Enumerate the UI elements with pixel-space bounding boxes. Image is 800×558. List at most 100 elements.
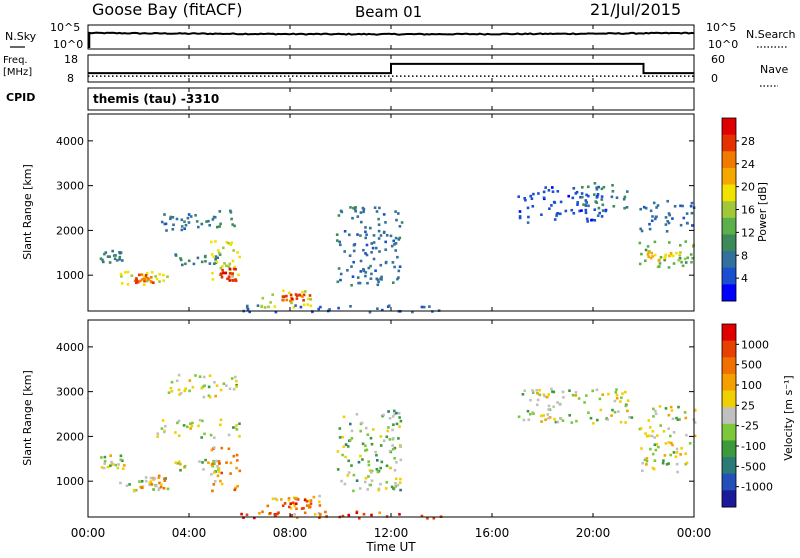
- heatmap-cell: [387, 304, 391, 308]
- heatmap-cell: [190, 424, 194, 428]
- heatmap-cell: [393, 412, 396, 416]
- colorbar-swatch: [722, 407, 736, 425]
- heatmap-cell: [309, 304, 313, 308]
- heatmap-cell: [359, 259, 363, 263]
- heatmap-cell: [581, 195, 584, 199]
- heatmap-cell: [546, 413, 550, 416]
- heatmap-cell: [202, 468, 205, 471]
- heatmap-cell: [654, 412, 658, 416]
- heatmap-cell: [689, 204, 693, 208]
- heatmap-cell: [668, 213, 671, 217]
- heatmap-cell: [650, 219, 654, 223]
- heatmap-cell: [376, 459, 379, 462]
- heatmap-cell: [367, 475, 370, 478]
- heatmap-cell: [399, 445, 402, 448]
- heatmap-cell: [649, 447, 652, 451]
- heatmap-cell: [194, 214, 197, 217]
- heatmap-cell: [666, 220, 669, 223]
- heatmap-cell: [584, 208, 588, 212]
- heatmap-cell: [218, 210, 222, 213]
- heatmap-cell: [584, 199, 588, 202]
- heatmap-cell: [175, 379, 179, 383]
- heatmap-cell: [197, 424, 200, 428]
- heatmap-cell: [651, 466, 655, 470]
- heatmap-cell: [365, 233, 368, 236]
- heatmap-cell: [354, 206, 357, 209]
- heatmap-cell: [663, 454, 667, 457]
- heatmap-cell: [669, 453, 672, 457]
- heatmap-cell: [158, 280, 161, 283]
- heatmap-cell: [318, 500, 321, 504]
- heatmap-cell: [558, 402, 562, 406]
- heatmap-cell: [664, 216, 668, 219]
- heatmap-cell: [319, 305, 322, 309]
- heatmap-cell: [657, 445, 660, 449]
- heatmap-cell: [597, 185, 600, 189]
- heatmap-cell: [222, 246, 225, 250]
- heatmap-cell: [691, 224, 694, 227]
- heatmap-cell: [344, 443, 348, 446]
- heatmap-cell: [126, 283, 130, 286]
- heatmap-cell: [607, 392, 610, 396]
- heatmap-cell: [343, 250, 346, 253]
- heatmap-cell: [338, 427, 342, 430]
- heatmap-cell: [227, 241, 230, 245]
- heatmap-cell: [143, 283, 146, 286]
- heatmap-cell: [184, 262, 187, 266]
- heatmap-cell: [394, 210, 397, 213]
- heatmap-cell: [574, 192, 578, 195]
- heatmap-cell: [624, 421, 627, 424]
- heatmap-cell: [229, 209, 232, 213]
- heatmap-cell: [110, 463, 114, 466]
- heatmap-cell: [364, 230, 367, 234]
- heatmap-cell: [390, 244, 394, 248]
- heatmap-cell: [366, 281, 369, 285]
- heatmap-cell: [377, 237, 381, 240]
- heatmap-cell: [283, 502, 287, 505]
- heatmap-cell: [222, 382, 226, 385]
- heatmap-cell: [601, 209, 605, 212]
- heatmap-cell: [218, 225, 221, 228]
- heatmap-cell: [593, 208, 597, 211]
- heatmap-cell: [428, 305, 431, 308]
- heatmap-cell: [691, 256, 694, 260]
- heatmap-cell: [392, 487, 395, 490]
- heatmap-cell: [155, 277, 159, 281]
- heatmap-cell: [273, 305, 277, 308]
- heatmap-cell: [672, 451, 676, 454]
- heatmap-cell: [531, 391, 535, 394]
- heatmap-cell: [384, 248, 387, 251]
- heatmap-cell: [552, 405, 555, 409]
- heatmap-cell: [293, 504, 296, 508]
- heatmap-cell: [677, 258, 681, 262]
- heatmap-cell: [352, 249, 356, 253]
- heatmap-cell: [115, 259, 119, 262]
- heatmap-cell: [578, 209, 581, 213]
- x-tick-label: 04:00: [172, 526, 207, 540]
- heatmap-cell: [658, 262, 662, 265]
- heatmap-cell: [242, 516, 245, 519]
- y-tick-label: 3000: [56, 180, 84, 193]
- heatmap-cell: [220, 275, 224, 279]
- heatmap-cell: [177, 388, 181, 392]
- heatmap-cell: [141, 278, 144, 281]
- heatmap-cell: [370, 242, 373, 245]
- heatmap-cell: [103, 252, 106, 256]
- heatmap-cell: [102, 260, 105, 264]
- heatmap-cell: [307, 499, 311, 503]
- heatmap-cell: [308, 505, 312, 508]
- colorbar-swatch: [722, 357, 736, 375]
- heatmap-cell: [121, 459, 124, 462]
- heatmap-cell: [671, 254, 675, 258]
- heatmap-cell: [135, 278, 138, 282]
- heatmap-cell: [378, 511, 381, 515]
- heatmap-cell: [644, 432, 647, 435]
- heatmap-cell: [644, 248, 648, 252]
- heatmap-cell: [653, 436, 656, 439]
- heatmap-cell: [338, 436, 342, 439]
- heatmap-cell: [180, 225, 184, 228]
- heatmap-cell: [615, 196, 619, 199]
- heatmap-cell: [352, 206, 355, 210]
- heatmap-cell: [212, 483, 216, 486]
- heatmap-cell: [527, 418, 531, 421]
